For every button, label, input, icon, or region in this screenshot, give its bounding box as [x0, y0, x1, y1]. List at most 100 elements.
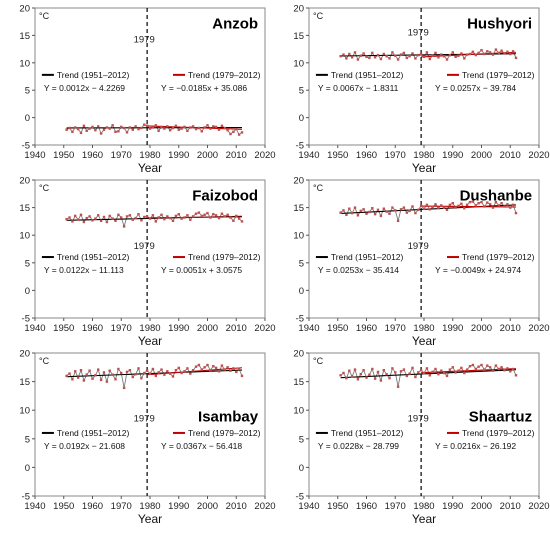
data-point	[426, 51, 428, 53]
x-tick-label: 1990	[442, 323, 463, 334]
data-point	[429, 58, 431, 60]
data-point	[368, 57, 370, 59]
data-point	[77, 128, 79, 130]
data-point	[218, 129, 220, 131]
data-point	[365, 376, 367, 378]
data-point	[91, 126, 93, 128]
data-point	[175, 369, 177, 371]
data-point	[111, 124, 113, 126]
data-point	[348, 370, 350, 372]
data-point	[80, 132, 82, 134]
data-point	[377, 209, 379, 211]
unit-label: °C	[313, 356, 324, 366]
data-point	[140, 127, 142, 129]
data-point	[157, 216, 159, 218]
data-point	[77, 219, 79, 221]
data-point	[157, 130, 159, 132]
data-point	[391, 367, 393, 369]
data-point	[403, 52, 405, 54]
x-tick-label: 1950	[53, 501, 74, 512]
data-point	[146, 370, 148, 372]
y-tick-label: 5	[299, 434, 304, 445]
x-tick-label: 1960	[356, 501, 377, 512]
data-point	[77, 376, 79, 378]
data-point	[492, 53, 494, 55]
data-point	[362, 369, 364, 371]
data-point	[380, 379, 382, 381]
data-point	[235, 128, 237, 130]
data-point	[137, 213, 139, 215]
data-point	[400, 208, 402, 210]
trend-1979-2012-equation: Y = 0.0051x + 3.0575	[161, 265, 242, 275]
data-point	[229, 370, 231, 372]
data-point	[345, 377, 347, 379]
data-point	[394, 371, 396, 373]
data-point	[86, 374, 88, 376]
data-point	[224, 127, 226, 129]
data-point	[201, 130, 203, 132]
data-point	[437, 207, 439, 209]
data-point	[114, 378, 116, 380]
data-point	[183, 370, 185, 372]
x-tick-label: 2010	[500, 501, 521, 512]
x-tick-label: 1960	[356, 323, 377, 334]
data-point	[146, 125, 148, 127]
data-point	[515, 57, 517, 59]
data-point	[212, 365, 214, 367]
data-point	[137, 367, 139, 369]
data-point	[132, 376, 134, 378]
x-tick-label: 1980	[139, 501, 160, 512]
data-point	[166, 370, 168, 372]
x-tick-label: 1960	[356, 150, 377, 161]
x-tick-label: 2010	[500, 323, 521, 334]
data-point	[189, 372, 191, 374]
x-tick-label: 2020	[528, 501, 549, 512]
x-tick-label: 1990	[442, 150, 463, 161]
data-point	[180, 127, 182, 129]
data-point	[71, 378, 73, 380]
data-point	[400, 370, 402, 372]
data-point	[454, 371, 456, 373]
data-point	[443, 372, 445, 374]
y-tick-label: 10	[19, 406, 30, 417]
x-tick-label: 1980	[413, 501, 434, 512]
data-point	[100, 379, 102, 381]
data-point	[100, 132, 102, 134]
marker-label: 1979	[408, 241, 429, 252]
data-point	[472, 364, 474, 366]
data-point	[169, 129, 171, 131]
data-point	[114, 220, 116, 222]
data-point	[385, 55, 387, 57]
data-point	[420, 53, 422, 55]
data-point	[434, 52, 436, 54]
data-point	[360, 210, 362, 212]
data-point	[503, 52, 505, 54]
data-point	[114, 131, 116, 133]
data-point	[155, 220, 157, 222]
data-point	[201, 215, 203, 217]
data-point	[83, 125, 85, 127]
data-point	[80, 369, 82, 371]
y-tick-label: 20	[293, 349, 304, 360]
data-point	[189, 219, 191, 221]
data-point	[97, 368, 99, 370]
data-point	[360, 55, 362, 57]
data-point	[126, 131, 128, 133]
data-point	[183, 216, 185, 218]
y-tick-label: 5	[25, 86, 30, 97]
x-tick-label: 2010	[500, 150, 521, 161]
x-tick-label: 1980	[413, 150, 434, 161]
data-point	[492, 206, 494, 208]
data-point	[229, 216, 231, 218]
data-point	[183, 126, 185, 128]
legend-label-trend-1979-2012: Trend (1979–2012)	[188, 70, 261, 80]
data-point	[498, 368, 500, 370]
data-point	[215, 126, 217, 128]
data-point	[385, 373, 387, 375]
x-tick-label: 2000	[197, 501, 218, 512]
data-point	[391, 51, 393, 53]
data-point	[209, 216, 211, 218]
data-point	[126, 215, 128, 217]
